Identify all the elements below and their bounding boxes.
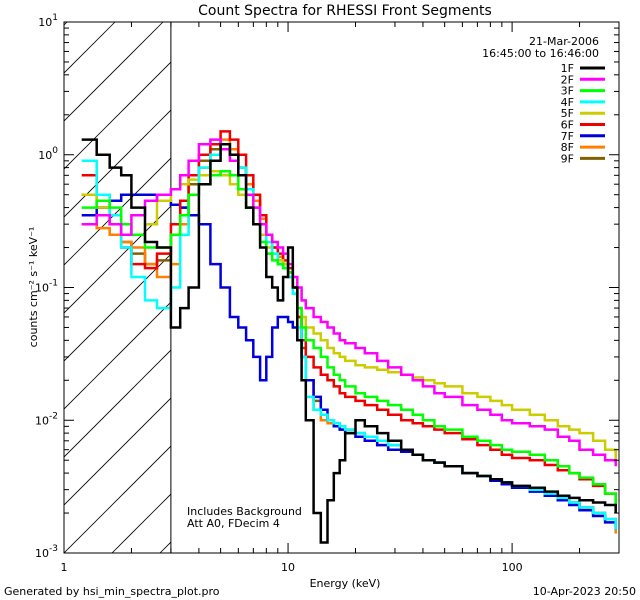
- legend-label-4F: 4F: [561, 96, 574, 109]
- note-background: Includes Background: [187, 505, 302, 518]
- x-axis-label: Energy (keV): [310, 577, 381, 590]
- legend-label-3F: 3F: [561, 85, 574, 98]
- series-line-3F: [81, 170, 617, 508]
- series-line-5F: [81, 170, 617, 461]
- hatched-region: [0, 22, 171, 553]
- hatch-line: [64, 349, 171, 458]
- x-tick-label: 1: [61, 561, 68, 574]
- date-label: 21-Mar-2006: [529, 35, 599, 48]
- series-line-8F: [81, 138, 617, 534]
- y-tick-label: 10-3: [35, 544, 58, 560]
- legend-label-5F: 5F: [561, 107, 574, 120]
- chart-title: Count Spectra for RHESSI Front Segments: [198, 3, 492, 19]
- plot-frame: [63, 21, 620, 554]
- hatch-line: [64, 445, 171, 553]
- legend-label-1F: 1F: [561, 62, 574, 75]
- x-tick-label: 10: [281, 561, 295, 574]
- plot-timestamp: 10-Apr-2023 20:50: [533, 585, 636, 598]
- hatch-line: [0, 22, 19, 553]
- y-tick-label: 10-2: [35, 411, 58, 427]
- series-line-4F: [81, 148, 617, 530]
- y-tick-label: 100: [38, 146, 58, 162]
- time-range-label: 16:45:00 to 16:46:00: [482, 47, 599, 60]
- series-line-6F: [81, 130, 617, 508]
- hatch-line: [64, 61, 171, 170]
- note-attenuator: Att A0, FDecim 4: [187, 517, 280, 530]
- series-line-2F: [81, 138, 617, 467]
- legend-label-6F: 6F: [561, 119, 574, 132]
- legend-label-9F: 9F: [561, 152, 574, 165]
- generator-credit: Generated by hsi_min_spectra_plot.pro: [4, 585, 220, 598]
- hatch-line: [64, 253, 171, 362]
- legend-label-7F: 7F: [561, 130, 574, 143]
- hatch-line: [64, 397, 171, 506]
- legend-label-8F: 8F: [561, 141, 574, 154]
- y-tick-label: 101: [38, 13, 58, 29]
- legend-label-2F: 2F: [561, 73, 574, 86]
- y-axis-label: counts cm⁻² s⁻¹ keV⁻¹: [27, 227, 40, 348]
- series-line-1F: [81, 138, 617, 544]
- y-tick-label: 10-1: [35, 279, 58, 295]
- hatch-line: [64, 22, 164, 122]
- hatch-line: [64, 205, 171, 314]
- x-tick-label: 100: [502, 561, 523, 574]
